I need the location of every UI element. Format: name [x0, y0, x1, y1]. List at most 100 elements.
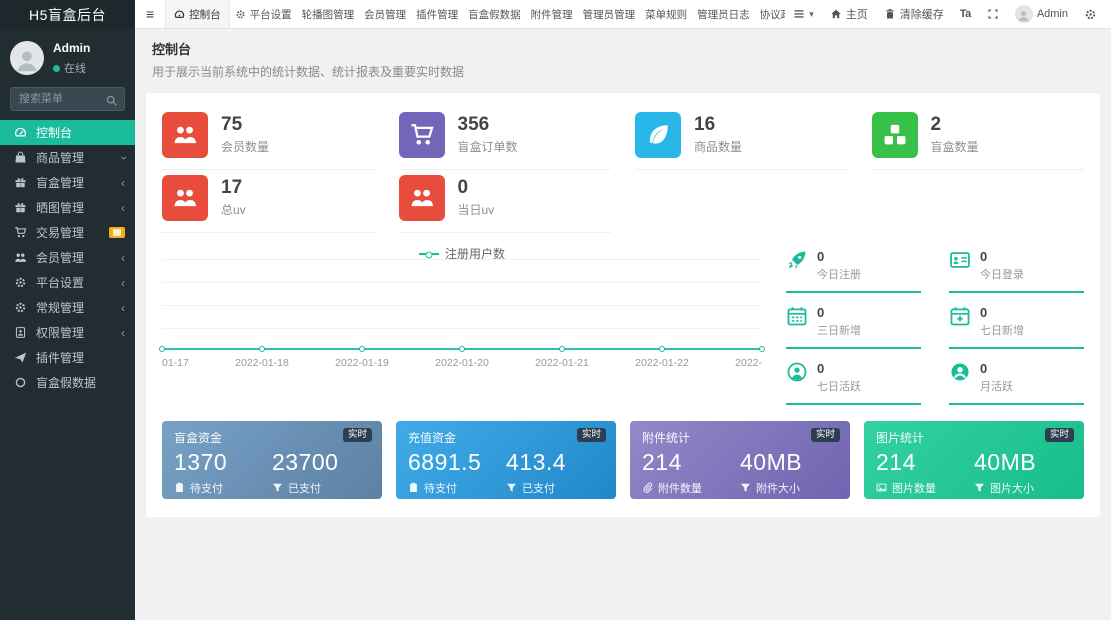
chevron-left-icon: ‹ — [121, 325, 125, 340]
tab-members[interactable]: 会员管理 — [364, 8, 407, 21]
mini-stat-today-registered: 0 今日注册 — [786, 249, 921, 293]
trash-icon — [886, 9, 894, 19]
sidebar-user-panel: Admin 在线 — [0, 29, 135, 80]
person-icon — [1018, 11, 1029, 22]
money-label: 附件大小 — [756, 482, 800, 495]
avatar — [1014, 5, 1033, 23]
sidebar-item-general[interactable]: 常规管理 ‹ — [0, 295, 135, 320]
money-value: 413.4 — [506, 449, 567, 475]
tab-admins[interactable]: 管理员管理 — [582, 8, 636, 21]
chart-x-tick: 2022-01-21 — [535, 357, 589, 369]
chevron-left-icon: ‹ — [121, 275, 125, 290]
sidebar-item-photos[interactable]: 晒图管理 ‹ — [0, 195, 135, 220]
paperclip-icon — [643, 482, 653, 493]
translate-button[interactable]: Ta — [952, 0, 979, 29]
stat-value: 16 — [694, 113, 716, 135]
stat-label: 盲盒数量 — [930, 140, 979, 155]
stat-label: 盲盒订单数 — [457, 140, 518, 155]
user-status: 在线 — [53, 60, 90, 76]
chevron-left-icon: ‹ — [121, 175, 125, 190]
stat-cards: 75 会员数量 356 盲盒订单数 16 商品数量 2 盲盒数量 — [162, 107, 1084, 233]
chart-plot — [159, 259, 765, 352]
mini-stat-value: 0 — [980, 305, 988, 320]
chart-legend-label: 注册用户数 — [444, 247, 505, 261]
money-value: 6891.5 — [408, 449, 482, 475]
chart-x-tick: 2022-01-20 — [435, 357, 489, 369]
money-card-recharge-funds: 充值资金 实时 6891.5 待支付 413.4 已支付 — [396, 421, 616, 499]
search-input[interactable] — [10, 87, 125, 111]
dashboard-icon — [13, 126, 27, 139]
tab-carousel[interactable]: 轮播图管理 — [301, 8, 355, 21]
chevron-left-icon: ‹ — [121, 200, 125, 215]
home-button[interactable]: 主页 — [822, 0, 876, 29]
sidebar-item-platform[interactable]: 平台设置 ‹ — [0, 270, 135, 295]
tab-list-menu-button[interactable]: ▾ — [785, 0, 822, 29]
user-status-label: 在线 — [64, 63, 86, 75]
money-card-attachment-stats: 附件统计 实时 214 附件数量 40MB 附件大小 — [630, 421, 850, 499]
mini-stat-label: 三日新增 — [817, 325, 861, 337]
tab-admin-logs[interactable]: 管理员日志 — [697, 8, 750, 21]
search-icon — [105, 92, 118, 110]
clear-cache-button[interactable]: 清除缓存 — [876, 0, 952, 29]
stat-card-blindboxes: 2 盲盒数量 — [871, 107, 1084, 170]
mini-stat-label: 今日登录 — [980, 269, 1024, 281]
realtime-badge: 实时 — [342, 428, 372, 442]
chart-data-point — [559, 346, 565, 352]
sidebar-item-permission[interactable]: 权限管理 ‹ — [0, 320, 135, 345]
mini-stat-label: 七日新增 — [980, 325, 1024, 337]
caret-down-icon: ▾ — [809, 8, 814, 19]
fullscreen-button[interactable] — [979, 0, 1007, 29]
mini-stat-value: 0 — [980, 361, 988, 376]
sidebar-item-plugins[interactable]: 插件管理 — [0, 345, 135, 370]
line-series-icon — [418, 252, 439, 255]
cogs-icon — [13, 301, 27, 314]
tab-menu-rules[interactable]: 菜单规则 — [645, 8, 688, 21]
mini-stat-value: 0 — [980, 249, 988, 264]
home-icon — [831, 9, 841, 19]
sidebar-item-dashboard[interactable]: 控制台 — [0, 120, 135, 145]
chevron-left-icon: ‹ — [121, 250, 125, 265]
gift-icon — [13, 201, 27, 214]
settings-button[interactable] — [1076, 0, 1105, 29]
image-icon — [876, 483, 887, 492]
tab-plugins[interactable]: 插件管理 — [416, 8, 459, 21]
page-subtitle: 用于展示当前系统中的统计数据、统计报表及重要实时数据 — [152, 65, 465, 79]
funnel-icon — [975, 483, 984, 492]
user-circle-outline-icon — [786, 361, 808, 383]
calendar-plus-icon — [949, 305, 971, 327]
sidebar-item-fakedata[interactable]: 盲盒假数据 — [0, 370, 135, 395]
user-name: Admin — [53, 41, 91, 55]
tab-attachments[interactable]: 附件管理 — [530, 8, 573, 21]
tab-platform-settings[interactable]: 平台设置 — [230, 0, 297, 28]
chart-x-tick: 2022-01-18 — [235, 357, 289, 369]
middle-section: 注册用户数 — [159, 245, 1084, 405]
stat-value: 356 — [457, 113, 490, 135]
realtime-badge: 实时 — [810, 428, 840, 442]
sidebar-item-goods[interactable]: 商品管理 ‹ — [0, 145, 135, 170]
sidebar-item-members[interactable]: 会员管理 ‹ — [0, 245, 135, 270]
tab-policies[interactable]: 协议政策 — [759, 8, 786, 21]
app-logo: H5盲盒后台 — [0, 0, 135, 29]
id-badge-icon — [13, 326, 27, 339]
chart-legend[interactable]: 注册用户数 — [162, 245, 762, 262]
hamburger-icon[interactable]: ≡ — [146, 6, 155, 22]
tab-dashboard[interactable]: 控制台 — [165, 0, 230, 28]
circle-outline-icon — [13, 376, 27, 389]
clipboard-icon — [176, 482, 183, 493]
sidebar-item-blindbox[interactable]: 盲盒管理 ‹ — [0, 170, 135, 195]
user-menu[interactable]: Admin — [1007, 0, 1076, 29]
gear-icon — [1085, 9, 1096, 19]
topbar-tabs: 控制台 平台设置 轮播图管理 会员管理 插件管理 盲盒假数据 附件管理 管理员管… — [165, 0, 785, 28]
cubes-icon — [871, 112, 918, 158]
list-icon — [794, 10, 804, 18]
mini-stat-label: 今日注册 — [817, 269, 861, 281]
tab-fakedata[interactable]: 盲盒假数据 — [468, 8, 521, 21]
registrations-chart: 注册用户数 — [159, 245, 765, 377]
money-label: 已支付 — [522, 482, 555, 495]
users-icon — [398, 175, 445, 221]
user-circle-icon — [949, 361, 971, 383]
sidebar-item-trade[interactable]: 交易管理 — [0, 220, 135, 245]
stat-value: 0 — [457, 176, 469, 198]
id-card-icon — [949, 249, 971, 271]
funnel-icon — [741, 483, 750, 492]
